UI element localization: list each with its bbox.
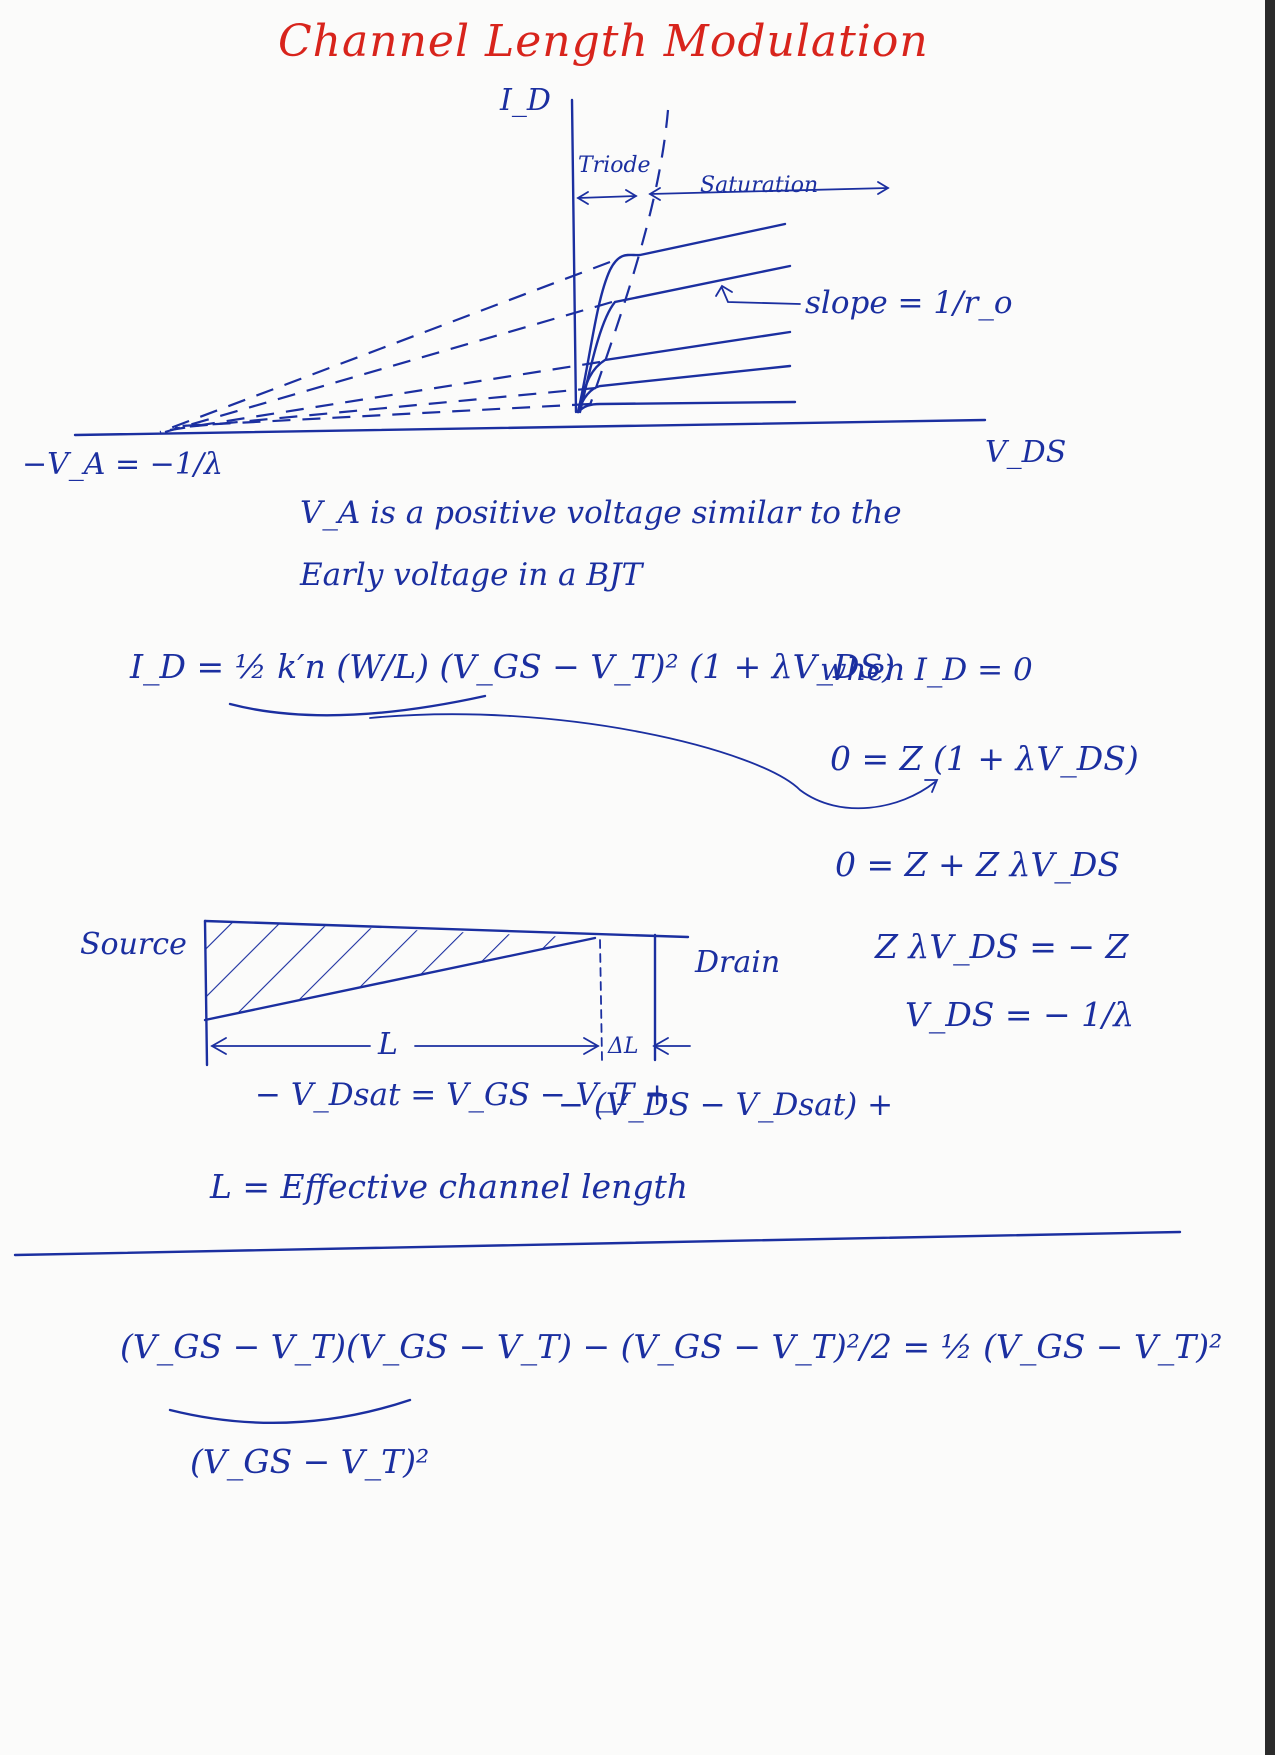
x-axis bbox=[73, 418, 987, 437]
delta-length-label: ΔL bbox=[608, 1034, 639, 1059]
triode-label: Triode bbox=[578, 153, 651, 178]
drain-label: Drain bbox=[695, 945, 781, 980]
length-label: L bbox=[378, 1027, 398, 1062]
curve-5 bbox=[576, 400, 797, 414]
derivation-step-1: 0 = Z (1 + λV_DS) bbox=[830, 739, 1139, 778]
channel-top bbox=[203, 919, 690, 939]
derivation-step-4: V_DS = − 1/λ bbox=[905, 995, 1135, 1034]
substitution-arrow-head bbox=[924, 779, 939, 793]
separator-line bbox=[13, 1230, 1182, 1257]
derivation-when: when I_D = 0 bbox=[820, 652, 1033, 688]
derivation-step-3: Z λV_DS = − Z bbox=[875, 927, 1129, 966]
slope-pointer-head bbox=[715, 284, 733, 297]
y-axis-label: I_D bbox=[500, 83, 551, 118]
delta-arrow-head bbox=[652, 1037, 669, 1055]
extrapolation-3 bbox=[169, 360, 601, 432]
saturation-label: Saturation bbox=[700, 173, 819, 198]
triode-arrow-head-right bbox=[625, 189, 638, 203]
derivation-step-2: 0 = Z + Z λV_DS bbox=[835, 845, 1120, 884]
extrapolation-4 bbox=[174, 386, 597, 430]
bottom-note: (V_GS − V_T)² bbox=[190, 1442, 430, 1481]
length-arrow-head-left bbox=[210, 1037, 227, 1055]
depletion-region bbox=[205, 921, 595, 1020]
x-axis-label: V_DS bbox=[985, 435, 1067, 470]
id-equation: I_D = ½ k′n (W/L) (V_GS − V_T)² (1 + λV_… bbox=[130, 647, 895, 686]
substitution-arrow bbox=[369, 713, 936, 810]
vdsat-label: − V_Dsat = V_GS − V_T + bbox=[255, 1077, 671, 1113]
slope-label: slope = 1/r_o bbox=[805, 285, 1013, 321]
channel-pinch-line bbox=[203, 936, 597, 1022]
note-line-1: V_A is a positive voltage similar to the bbox=[300, 495, 902, 531]
source-label: Source bbox=[80, 927, 187, 962]
curve-2 bbox=[578, 264, 792, 414]
bottom-underbrace bbox=[168, 1398, 412, 1425]
boundary-line bbox=[588, 109, 670, 406]
curve-1 bbox=[576, 222, 787, 414]
curve-4 bbox=[576, 364, 792, 414]
triode-arrow bbox=[577, 195, 637, 199]
extrapolation-2 bbox=[164, 300, 613, 434]
source-edge bbox=[203, 919, 209, 1067]
pinch-off-marker bbox=[599, 939, 603, 1061]
note-line-2: Early voltage in a BJT bbox=[300, 557, 643, 593]
extrapolation-5 bbox=[179, 402, 591, 428]
saturation-arrow-head-left bbox=[648, 187, 661, 201]
effective-length-note: L = Effective channel length bbox=[210, 1167, 688, 1206]
length-arrow-head-right bbox=[583, 1037, 600, 1055]
triode-arrow-head-left bbox=[576, 191, 589, 205]
vds-label: − (V_DS − V_Dsat) + bbox=[558, 1087, 894, 1123]
saturation-arrow bbox=[649, 187, 889, 195]
page-title: Channel Length Modulation bbox=[278, 16, 929, 67]
bottom-equation: (V_GS − V_T)(V_GS − V_T) − (V_GS − V_T)²… bbox=[120, 1327, 1223, 1366]
underbrace bbox=[228, 694, 487, 717]
slope-pointer bbox=[721, 287, 801, 305]
curve-3 bbox=[576, 330, 792, 414]
y-axis bbox=[570, 98, 578, 414]
extrapolation-1 bbox=[159, 260, 611, 434]
saturation-arrow-head-right bbox=[877, 181, 890, 195]
scan-edge bbox=[1265, 0, 1275, 1755]
intercept-label: −V_A = −1/λ bbox=[22, 447, 224, 482]
